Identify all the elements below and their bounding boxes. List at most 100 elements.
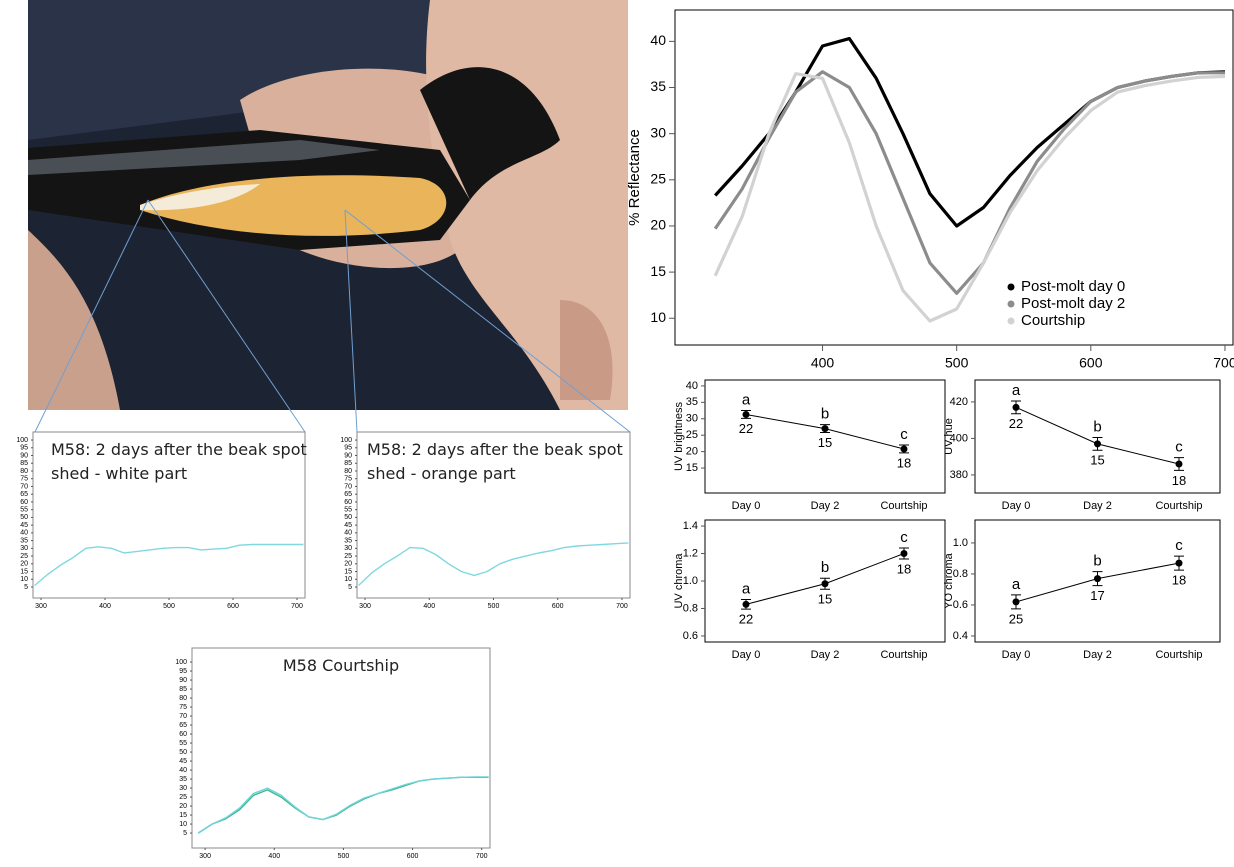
y-tick-label: 60	[20, 499, 28, 506]
plot-frame	[974, 379, 1221, 494]
sample-size: 18	[1172, 573, 1186, 588]
y-tick-label: 85	[344, 460, 352, 467]
group-letter: a	[1012, 382, 1021, 399]
y-tick-label: 100	[175, 659, 187, 666]
y-tick-label: 25	[686, 429, 698, 441]
group-letter: a	[1012, 576, 1021, 593]
x-tick-label: Courtship	[1155, 500, 1202, 512]
chart: 5101520253035404550556065707580859095100…	[16, 431, 307, 610]
x-tick-label: Courtship	[880, 649, 927, 661]
series-line	[34, 543, 304, 587]
x-tick-label: Day 2	[811, 649, 840, 661]
y-tick-label: 85	[20, 460, 28, 467]
point	[900, 445, 908, 453]
y-tick-label: 90	[344, 452, 352, 459]
sample-size: 15	[1090, 453, 1104, 468]
y-tick-label: 55	[344, 507, 352, 514]
y-tick-label: 400	[950, 432, 968, 444]
y-tick-label: 15	[650, 263, 666, 279]
y-tick-label: 5	[183, 830, 187, 837]
y-tick-label: 75	[20, 476, 28, 483]
y-tick-label: 10	[20, 576, 28, 583]
y-tick-label: 80	[20, 468, 28, 475]
x-tick-label: Day 2	[811, 500, 840, 512]
x-tick-label: Courtship	[880, 500, 927, 512]
sample-size: 18	[897, 455, 911, 470]
chart: 0.6 0.8 1.0 1.2 1.4 UV chroma Day 0 Day 2 Courts…	[673, 519, 946, 661]
x-tick-label: 300	[35, 603, 47, 610]
point	[742, 600, 750, 608]
group-letter: b	[821, 406, 829, 423]
plot-frame	[191, 647, 491, 849]
y-tick-label: 45	[20, 522, 28, 529]
y-tick-label: 5	[348, 584, 352, 591]
y-tick-label: 0.8	[953, 568, 968, 580]
x-tick-label: 300	[359, 603, 371, 610]
point	[1175, 460, 1183, 468]
y-tick-label: 80	[179, 695, 187, 702]
chart-title: M58 Courtship	[282, 656, 400, 675]
y-tick-label: 35	[686, 396, 698, 408]
y-axis-label: UV brightness	[673, 401, 685, 471]
legend-label: Post-molt day 2	[1021, 295, 1125, 312]
sample-size: 18	[1172, 473, 1186, 488]
y-tick-label: 10	[179, 821, 187, 828]
legend-marker	[1007, 300, 1015, 308]
connector	[344, 209, 631, 433]
y-tick-label: 45	[179, 758, 187, 765]
y-tick-label: 90	[20, 452, 28, 459]
sample-size: 25	[1009, 611, 1023, 626]
y-tick-label: 0.6	[953, 599, 968, 611]
x-tick-label: Day 0	[1002, 500, 1031, 512]
y-tick-label: 10	[344, 576, 352, 583]
y-tick-label: 5	[24, 584, 28, 591]
y-tick-label: 90	[179, 677, 187, 684]
x-tick-label: 500	[945, 354, 969, 370]
x-tick-label: 500	[338, 853, 350, 860]
chart-title-box: M58: 2 days after the beak spot shed - o…	[367, 440, 623, 483]
y-tick-label: 60	[179, 731, 187, 738]
y-tick-label: 50	[20, 514, 28, 521]
y-tick-label: 95	[344, 445, 352, 452]
x-tick-label: 400	[99, 603, 111, 610]
beak-spot-white	[140, 184, 260, 211]
group-letter: c	[1175, 537, 1183, 554]
finger	[560, 300, 613, 400]
y-tick-label: 65	[179, 722, 187, 729]
point	[900, 550, 908, 558]
y-tick-label: 380	[950, 469, 968, 481]
y-tick-label: 70	[344, 483, 352, 490]
point	[821, 580, 829, 588]
series-line	[713, 72, 1226, 323]
plot-frame	[974, 519, 1221, 643]
y-tick-label: 75	[344, 476, 352, 483]
x-tick-label: 600	[1079, 354, 1103, 370]
y-tick-label: 35	[20, 537, 28, 544]
y-tick-label: 50	[344, 514, 352, 521]
legend-marker	[1007, 283, 1015, 291]
sample-size: 22	[1009, 416, 1023, 431]
beak-highlight	[28, 140, 380, 175]
x-tick-label: 700	[1213, 354, 1234, 370]
y-tick-label: 30	[650, 124, 666, 140]
chart: 5101520253035404550556065707580859095100…	[175, 647, 491, 860]
y-tick-label: 25	[650, 171, 666, 187]
x-tick-label: Day 2	[1083, 500, 1112, 512]
connector	[34, 199, 149, 433]
hand	[28, 230, 120, 410]
chart: 0.4 0.6 0.8 1.0 YO chroma Day 0 Day 2 Courtship…	[943, 519, 1221, 661]
chart-title: M58: 2 days after the beak spot shed - w…	[51, 440, 307, 483]
connectors	[34, 199, 631, 433]
chart: 5101520253035404550556065707580859095100…	[340, 431, 631, 610]
y-tick-label: 95	[179, 668, 187, 675]
plot-frame	[674, 9, 1234, 346]
sample-size: 18	[897, 561, 911, 576]
x-tick-label: 500	[163, 603, 175, 610]
y-tick-label: 35	[344, 537, 352, 544]
y-tick-label: 20	[20, 561, 28, 568]
y-axis-label: UV hue	[943, 418, 955, 455]
x-tick-label: 400	[423, 603, 435, 610]
point	[1012, 598, 1020, 606]
